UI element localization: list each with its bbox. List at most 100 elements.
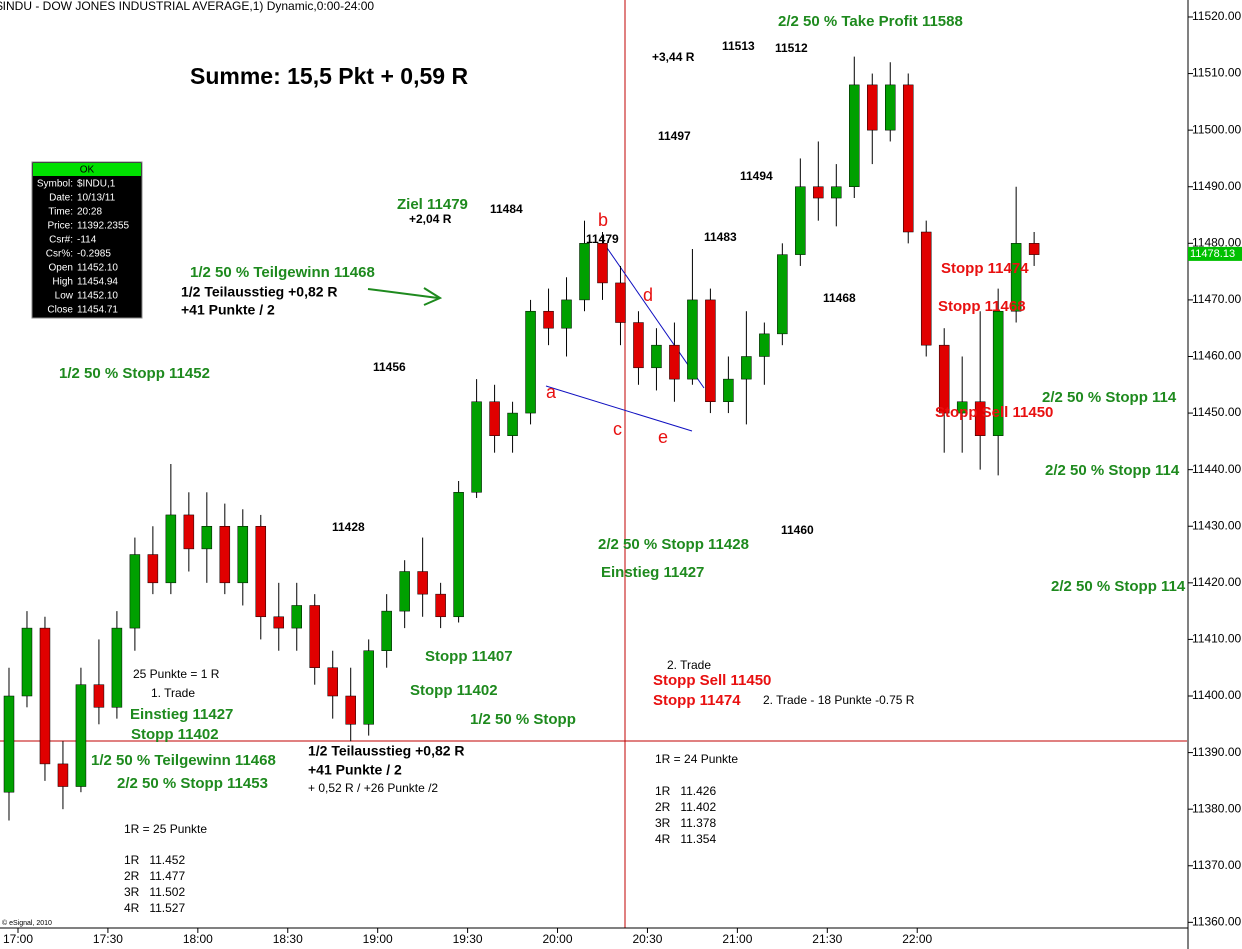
y-tick-label: 11450.00 — [1192, 405, 1241, 419]
info-label: Close — [47, 305, 73, 316]
y-tick-label: 11440.00 — [1192, 462, 1241, 476]
candle-body — [543, 310, 554, 329]
annotation: +3,44 R — [652, 50, 695, 64]
candle-body — [453, 492, 464, 618]
x-tick-label: 18:30 — [273, 932, 303, 946]
annotation: + 0,52 R / +26 Punkte /2 — [308, 781, 438, 795]
annotation: 11512 — [775, 41, 808, 55]
candle-body — [39, 627, 51, 765]
annotation: 2/2 50 % Stopp 114 — [1045, 462, 1180, 479]
candle-body — [147, 554, 159, 584]
info-status: OK — [80, 165, 95, 176]
y-tick-label: 11460.00 — [1192, 349, 1241, 363]
info-value: $INDU,1 — [77, 179, 116, 190]
candle-body — [237, 525, 249, 584]
chart-title: Summe: 15,5 Pkt + 0,59 R — [190, 63, 468, 89]
candle-body — [813, 186, 824, 199]
annotation: 1R = 25 Punkte — [124, 822, 207, 836]
y-tick-label: 11490.00 — [1192, 179, 1241, 193]
annotation: 2R 11.402 — [655, 800, 716, 814]
y-tick-label: 11390.00 — [1192, 745, 1241, 759]
annotation: Stopp 11468 — [938, 298, 1026, 315]
candle-body — [129, 554, 141, 629]
info-label: High — [52, 277, 73, 288]
annotation: 1/2 50 % Teilgewinn 11468 — [91, 752, 276, 769]
annotation: 11479 — [586, 232, 619, 246]
y-tick-label: 11500.00 — [1192, 122, 1241, 136]
annotation: b — [598, 210, 608, 230]
info-label: Csr#: — [49, 235, 73, 246]
annotation: 4R 11.354 — [655, 832, 716, 846]
candle-body — [255, 525, 267, 618]
annotation: 1/2 50 % Stopp 11452 — [59, 365, 210, 382]
info-value: -0.2985 — [77, 249, 111, 260]
y-tick-label: 11420.00 — [1192, 575, 1241, 589]
annotation: Ziel 11479 — [397, 196, 468, 213]
info-value: 20:28 — [77, 207, 102, 218]
annotation: 11497 — [658, 129, 691, 143]
candle-body — [561, 299, 572, 329]
candle-body — [849, 84, 860, 187]
x-tick-label: 21:30 — [812, 932, 842, 946]
y-tick-label: 11370.00 — [1192, 858, 1241, 872]
annotation: 11483 — [704, 230, 737, 244]
x-tick-label: 21:00 — [722, 932, 752, 946]
annotation: +41 Punkte / 2 — [308, 762, 402, 778]
candle-body — [165, 514, 177, 584]
candle-body — [597, 243, 608, 284]
annotation: 11494 — [740, 169, 773, 183]
info-box: OK Symbol: $INDU,1 Date: 10/13/11 Time: 20:28… — [31, 161, 143, 319]
candle-body — [309, 605, 320, 668]
candle-body — [956, 401, 968, 414]
candle-body — [992, 310, 1004, 436]
annotation: 1/2 50 % Stopp — [470, 711, 576, 728]
annotation: a — [546, 382, 557, 402]
candle-body — [867, 84, 878, 131]
annotation: 1R = 24 Punkte — [655, 752, 738, 766]
info-label: Symbol: — [37, 179, 73, 190]
candle-body — [435, 593, 446, 618]
candle-body — [920, 231, 932, 346]
y-tick-label: 11430.00 — [1192, 518, 1241, 532]
annotation: e — [658, 427, 668, 447]
candle-body — [615, 282, 626, 323]
annotation: Stopp 11474 — [941, 260, 1029, 277]
y-tick-label: 11510.00 — [1192, 66, 1241, 80]
annotation: Einstieg 11427 — [601, 564, 704, 581]
annotation: Stopp 11402 — [131, 726, 219, 743]
copyright: © eSignal, 2010 — [2, 919, 52, 927]
annotation: Einstieg 11427 — [130, 706, 233, 723]
annotation: 11468 — [823, 291, 856, 305]
candle-body — [723, 378, 734, 403]
annotation: Stopp Sell 11450 — [935, 404, 1053, 421]
candle-body — [57, 763, 69, 787]
candle-body — [273, 616, 285, 629]
x-tick-label: 22:00 — [902, 932, 932, 946]
info-label: Open — [49, 263, 73, 274]
candle-body — [741, 356, 752, 380]
x-tick-label: 19:30 — [453, 932, 483, 946]
annotation: 2/2 50 % Stopp 114 — [1051, 578, 1186, 595]
annotation: 1/2 Teilausstieg +0,82 R — [308, 743, 465, 759]
last-price-label: 11478.13 — [1190, 248, 1235, 260]
x-tick-label: 20:00 — [543, 932, 573, 946]
annotation: 1. Trade — [151, 686, 195, 700]
candle-body — [471, 401, 482, 493]
info-value: 10/13/11 — [77, 193, 116, 204]
candle-body — [651, 344, 662, 369]
candle-body — [507, 412, 518, 436]
arrow — [367, 287, 443, 306]
candle-body — [363, 650, 374, 725]
info-label: Date: — [49, 193, 73, 204]
candle-body — [633, 322, 644, 369]
candle-body — [831, 186, 842, 199]
candle-body — [938, 344, 950, 414]
annotation: +2,04 R — [409, 212, 452, 226]
candle-body — [93, 684, 105, 708]
candle-body — [183, 514, 195, 550]
candle-body — [327, 667, 338, 697]
annotation: Stopp 11474 — [653, 692, 741, 709]
y-tick-label: 11380.00 — [1192, 801, 1241, 815]
annotation: 11460 — [781, 523, 814, 537]
annotation: 11513 — [722, 39, 755, 53]
